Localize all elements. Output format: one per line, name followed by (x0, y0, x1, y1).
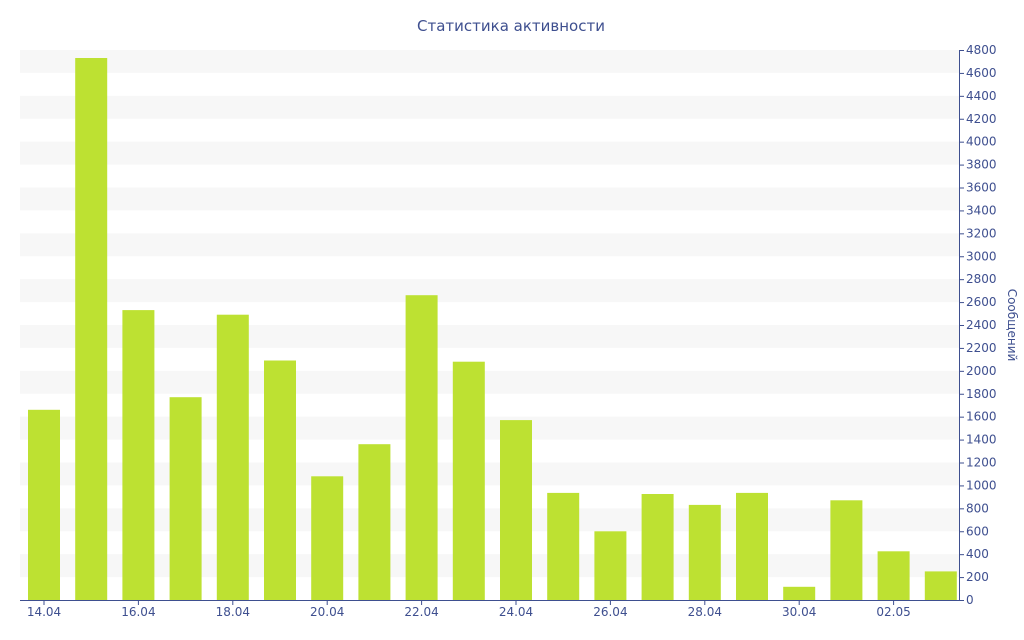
bar-26.04 (594, 531, 627, 601)
x-tick-label: 02.05 (876, 605, 910, 619)
y-ticks: 0 200 400 600 800 1000 1200 1400 1600 1800 2000 220… (959, 43, 997, 607)
grid-band (20, 233, 959, 257)
bar-16.04 (122, 310, 155, 600)
y-tick-label: 3600 (966, 181, 997, 195)
y-tick-label: 200 (966, 570, 989, 584)
y-tick-label: 400 (966, 547, 989, 561)
grid-band (20, 95, 959, 119)
bar-20.04 (311, 476, 344, 601)
bar-27.04 (641, 494, 674, 600)
y-tick-label: 2800 (966, 272, 997, 286)
y-tick-label: 800 (966, 501, 989, 515)
grid-band (20, 416, 959, 440)
x-tick-label: 24.04 (499, 605, 533, 619)
bar-28.04 (688, 504, 721, 600)
bar-14.04 (28, 409, 60, 600)
x-tick-label: 28.04 (688, 605, 722, 619)
y-tick-label: 1600 (966, 410, 997, 424)
y-tick-label: 2400 (966, 318, 997, 332)
y-tick-label: 4800 (966, 43, 997, 57)
bar-17.04 (169, 397, 202, 600)
y-tick-label: 4600 (966, 66, 997, 80)
y-tick-label: 1800 (966, 387, 997, 401)
y-tick-label: 2000 (966, 364, 997, 378)
x-tick-label: 18.04 (216, 605, 250, 619)
bar-03.05 (924, 571, 957, 600)
bar-25.04 (547, 492, 580, 600)
bar-30.04 (783, 586, 816, 600)
grid-bands (20, 50, 959, 578)
grid-band (20, 50, 959, 73)
bars-layer (28, 58, 957, 601)
y-tick-label: 4400 (966, 89, 997, 103)
y-tick-label: 1400 (966, 433, 997, 447)
bar-15.04 (75, 58, 108, 600)
y-tick-label: 3200 (966, 226, 997, 240)
y-axis-label: Сообщений (1005, 289, 1019, 362)
x-tick-label: 22.04 (404, 605, 438, 619)
x-tick-label: 26.04 (593, 605, 627, 619)
y-tick-label: 600 (966, 524, 989, 538)
bar-02.05 (877, 551, 910, 600)
bar-19.04 (264, 360, 296, 600)
x-tick-label: 30.04 (782, 605, 816, 619)
y-tick-label: 3000 (966, 249, 997, 263)
grid-band (20, 462, 959, 486)
x-ticks: 14.04 16.04 18.04 20.04 22.04 24.04 26.04 28.04… (27, 600, 911, 619)
y-tick-label: 4000 (966, 135, 997, 149)
grid-band (20, 141, 959, 165)
bar-24.04 (500, 420, 532, 600)
y-tick-label: 4200 (966, 112, 997, 126)
bar-21.04 (358, 444, 391, 600)
y-tick-label: 1000 (966, 478, 997, 492)
bar-18.04 (216, 314, 249, 600)
x-tick-label: 14.04 (27, 605, 61, 619)
bar-23.04 (452, 361, 485, 600)
bar-01.05 (830, 500, 863, 600)
grid-band (20, 187, 959, 211)
bar-29.04 (736, 492, 768, 600)
x-tick-label: 16.04 (121, 605, 155, 619)
grid-band (20, 325, 959, 348)
chart-title: Статистика активности (417, 17, 605, 35)
y-tick-label: 2200 (966, 341, 997, 355)
y-tick-label: 0 (966, 593, 974, 607)
y-tick-label: 2600 (966, 295, 997, 309)
y-tick-label: 3400 (966, 203, 997, 217)
grid-band (20, 370, 959, 394)
y-tick-label: 3800 (966, 158, 997, 172)
grid-band (20, 554, 959, 578)
y-tick-label: 1200 (966, 456, 997, 470)
x-tick-label: 20.04 (310, 605, 344, 619)
grid-band (20, 508, 959, 532)
grid-band (20, 279, 959, 303)
bar-22.04 (405, 295, 438, 600)
